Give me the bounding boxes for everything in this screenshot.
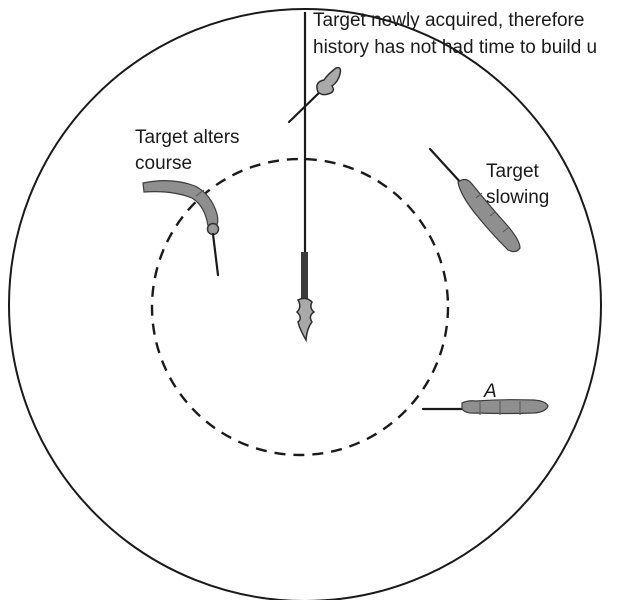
target-a-trail xyxy=(461,399,549,415)
label-slowing-line2: slowing xyxy=(486,187,549,208)
alters-course-trail xyxy=(142,180,219,228)
slowing-trail xyxy=(457,178,521,253)
target-alters-course xyxy=(142,180,220,277)
own-ship xyxy=(295,252,316,343)
label-newly-acquired-line2: history has not had time to build u xyxy=(313,37,597,58)
target-slowing xyxy=(428,147,521,253)
label-slowing-line1: Target xyxy=(486,161,540,182)
target-newly-acquired xyxy=(287,66,342,124)
inner-range-ring-dashed xyxy=(150,157,450,457)
label-alters-course-line1: Target alters xyxy=(135,127,240,148)
label-alters-course-line2: course xyxy=(135,153,192,174)
label-target-a: A xyxy=(483,381,497,402)
label-newly-acquired-line1: Target newly acquired, therefore xyxy=(313,10,584,31)
target-a xyxy=(421,399,549,415)
outer-range-ring xyxy=(8,8,602,600)
